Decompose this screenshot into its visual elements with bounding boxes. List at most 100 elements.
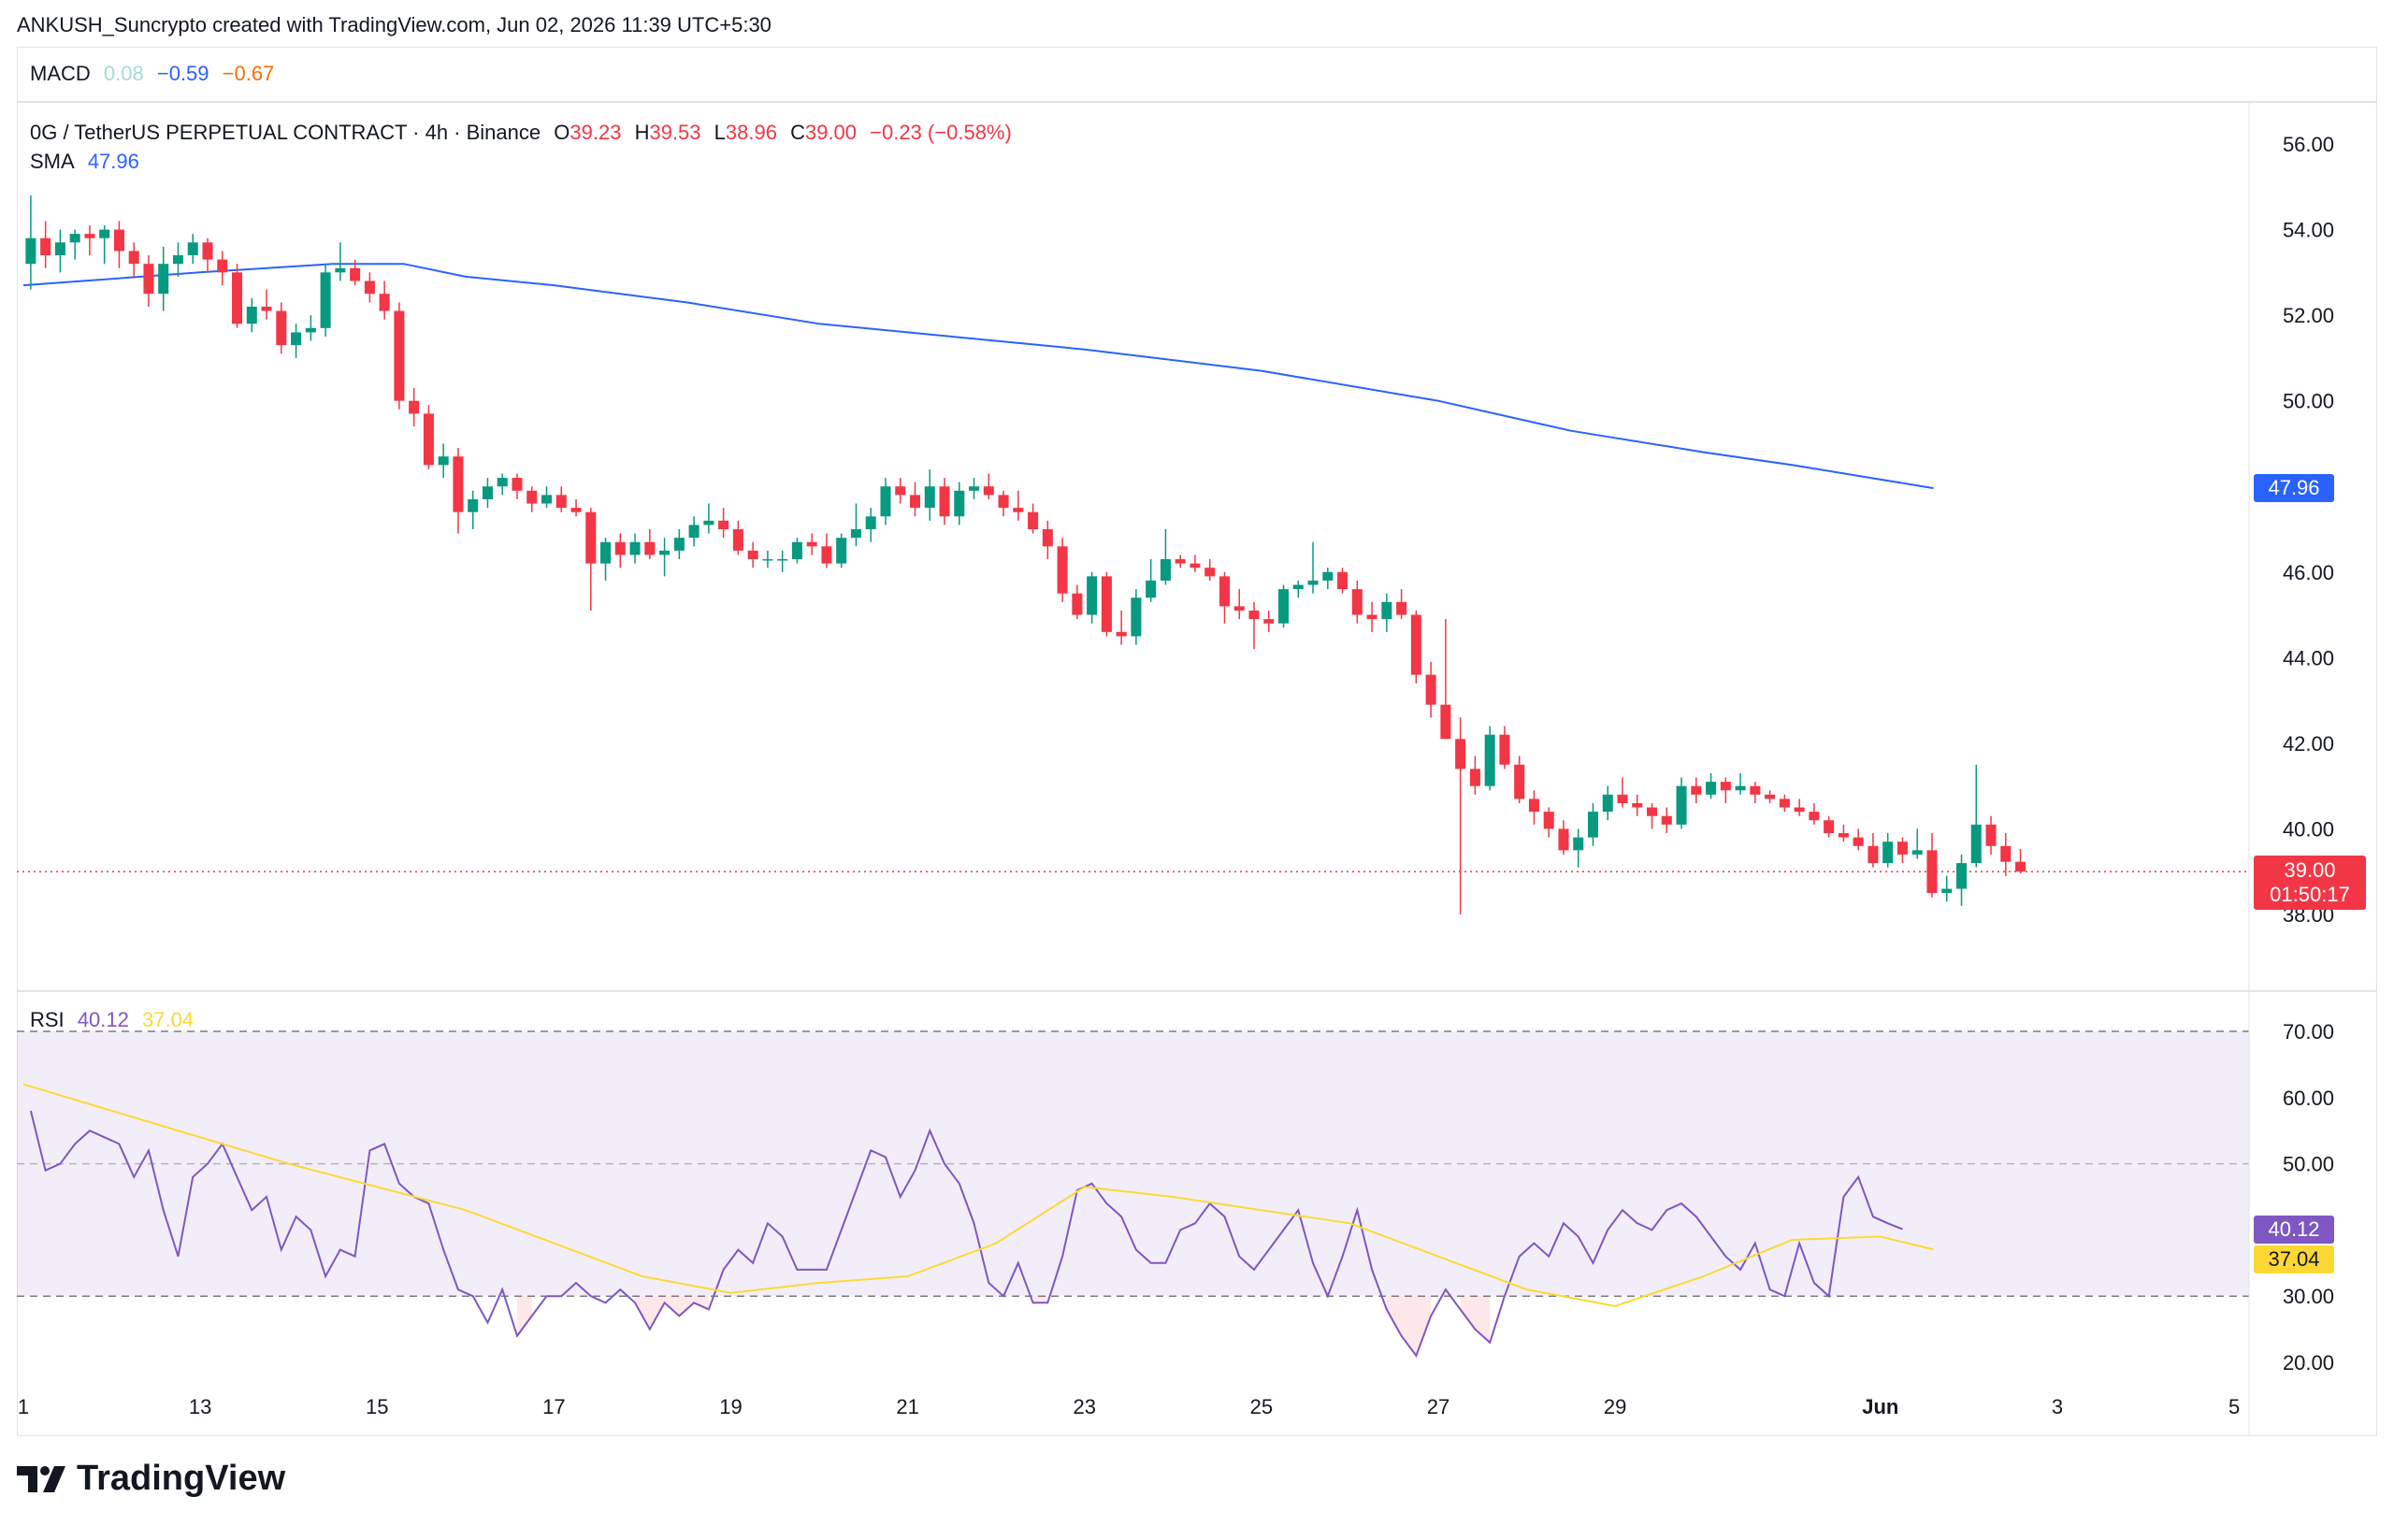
candle[interactable] <box>939 478 950 525</box>
candle[interactable] <box>777 550 788 572</box>
candle[interactable] <box>1926 833 1938 898</box>
candle[interactable] <box>791 538 802 564</box>
candle[interactable] <box>379 281 390 320</box>
candle[interactable] <box>364 272 375 303</box>
candle[interactable] <box>143 255 154 307</box>
candle[interactable] <box>673 529 685 560</box>
candle[interactable] <box>1116 610 1127 645</box>
candle[interactable] <box>1955 854 1968 906</box>
candle[interactable] <box>703 503 714 534</box>
candle[interactable] <box>762 550 773 569</box>
candle[interactable] <box>128 242 139 277</box>
candle[interactable] <box>1484 726 1495 791</box>
candle[interactable] <box>1911 828 1923 859</box>
candle[interactable] <box>482 478 493 509</box>
candle[interactable] <box>1292 580 1304 598</box>
candle[interactable] <box>1219 571 1230 624</box>
candle[interactable] <box>1617 777 1628 808</box>
candle[interactable] <box>954 482 965 525</box>
candle[interactable] <box>983 473 994 499</box>
candle[interactable] <box>1896 837 1908 864</box>
candle[interactable] <box>25 194 36 290</box>
candle[interactable] <box>600 538 612 581</box>
candle[interactable] <box>1824 815 1835 838</box>
candle[interactable] <box>512 473 523 499</box>
candle[interactable] <box>291 324 302 358</box>
candle[interactable] <box>1087 571 1098 624</box>
candle[interactable] <box>1558 820 1569 855</box>
candle[interactable] <box>688 516 699 547</box>
candle[interactable] <box>1647 802 1658 829</box>
candle[interactable] <box>113 221 124 268</box>
candle[interactable] <box>1868 833 1879 868</box>
candle[interactable] <box>1514 756 1525 803</box>
candle[interactable] <box>1042 520 1053 560</box>
candle[interactable] <box>541 486 553 509</box>
candle[interactable] <box>614 533 626 569</box>
candle[interactable] <box>1706 772 1717 799</box>
candle[interactable] <box>1970 764 1982 868</box>
candle[interactable] <box>305 315 316 341</box>
candle[interactable] <box>1528 790 1539 825</box>
candle[interactable] <box>909 482 921 517</box>
candle[interactable] <box>1351 580 1363 624</box>
candle[interactable] <box>1676 777 1687 829</box>
candle[interactable] <box>998 490 1009 517</box>
candle[interactable] <box>1573 828 1584 868</box>
candle[interactable] <box>1661 807 1672 834</box>
candle[interactable] <box>718 508 729 539</box>
candle[interactable] <box>1028 503 1039 534</box>
candle[interactable] <box>276 302 287 354</box>
candle[interactable] <box>409 387 420 427</box>
candle[interactable] <box>40 221 51 268</box>
candle[interactable] <box>453 448 464 534</box>
candle[interactable] <box>394 302 405 410</box>
candle[interactable] <box>1013 490 1024 521</box>
candle[interactable] <box>806 533 817 555</box>
candle[interactable] <box>1587 802 1599 846</box>
candle[interactable] <box>732 520 743 555</box>
candle[interactable] <box>1131 589 1142 645</box>
candle[interactable] <box>1337 568 1348 594</box>
candle[interactable] <box>570 498 582 517</box>
candle[interactable] <box>1160 529 1171 585</box>
candle[interactable] <box>1057 538 1068 602</box>
candle[interactable] <box>246 297 257 333</box>
candle[interactable] <box>969 478 980 499</box>
candle[interactable] <box>1632 794 1643 816</box>
candle[interactable] <box>836 533 847 569</box>
macd-panel-separator[interactable] <box>17 101 2377 103</box>
candle[interactable] <box>423 405 434 469</box>
candle[interactable] <box>1499 726 1510 770</box>
candle[interactable] <box>497 473 508 496</box>
candle[interactable] <box>1750 782 1761 803</box>
sma-legend[interactable]: SMA 47.96 <box>30 150 147 174</box>
tradingview-logo[interactable]: TradingView <box>17 1459 285 1499</box>
candle[interactable] <box>335 242 346 281</box>
candle[interactable] <box>1072 584 1083 620</box>
candle[interactable] <box>1853 828 1864 851</box>
candle[interactable] <box>1985 815 1997 855</box>
candle[interactable] <box>320 264 331 337</box>
candle[interactable] <box>1735 772 1746 795</box>
candle[interactable] <box>1838 824 1849 842</box>
macd-legend[interactable]: MACD 0.08 −0.59 −0.67 <box>30 62 281 86</box>
candle[interactable] <box>1146 559 1157 602</box>
candle[interactable] <box>526 486 538 512</box>
candle[interactable] <box>2000 833 2012 876</box>
candle[interactable] <box>1602 785 1613 821</box>
candle[interactable] <box>1101 571 1112 637</box>
candle[interactable] <box>1381 593 1392 632</box>
candle[interactable] <box>1794 799 1805 816</box>
candle[interactable] <box>585 508 597 611</box>
candle[interactable] <box>1307 541 1319 594</box>
candle[interactable] <box>1190 554 1201 572</box>
candle[interactable] <box>1691 777 1702 803</box>
candle[interactable] <box>1175 554 1186 569</box>
candle[interactable] <box>261 289 272 320</box>
candle[interactable] <box>158 246 169 311</box>
candle[interactable] <box>99 224 110 265</box>
candle[interactable] <box>1263 610 1275 632</box>
candle[interactable] <box>821 533 832 569</box>
